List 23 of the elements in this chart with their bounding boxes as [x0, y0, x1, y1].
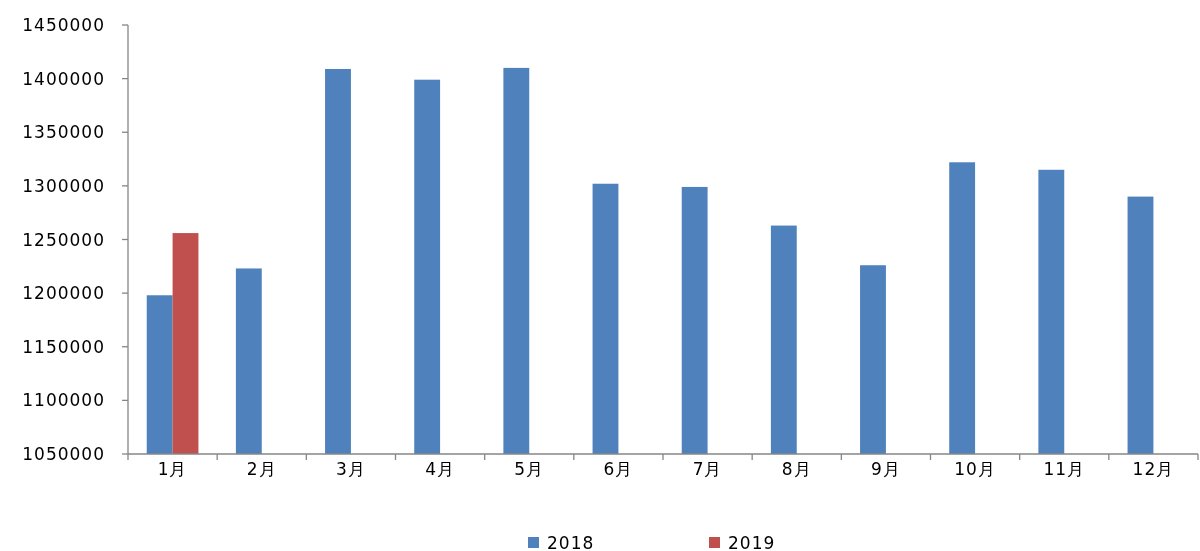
y-tick-label: 1250000 [22, 229, 105, 250]
x-tick-label: 10月 [954, 458, 996, 479]
x-tick-label: 11月 [1043, 458, 1086, 479]
x-tick-label: 7月 [692, 458, 723, 479]
y-tick-label: 1150000 [22, 336, 105, 357]
y-tick-label: 1050000 [22, 444, 105, 464]
legend-label: 2019 [728, 532, 776, 551]
x-tick-label: 3月 [336, 458, 366, 479]
x-tick-label: 6月 [603, 458, 634, 479]
x-tick-label: 4月 [425, 458, 455, 479]
legend-label: 2018 [547, 532, 595, 551]
y-tick-label: 1100000 [22, 390, 105, 411]
x-tick-label: 12月 [1132, 458, 1175, 479]
x-tick-label: 1月 [157, 458, 188, 479]
y-tick-label: 1350000 [22, 122, 105, 143]
y-tick-label: 1300000 [22, 175, 105, 196]
x-tick-label: 8月 [781, 458, 812, 479]
y-tick-label: 1450000 [22, 15, 105, 35]
x-tick-label: 2月 [246, 458, 277, 479]
y-tick-label: 1400000 [22, 68, 105, 89]
x-tick-label: 5月 [514, 458, 545, 479]
x-tick-label: 9月 [871, 458, 901, 479]
y-tick-label: 1200000 [22, 283, 105, 304]
